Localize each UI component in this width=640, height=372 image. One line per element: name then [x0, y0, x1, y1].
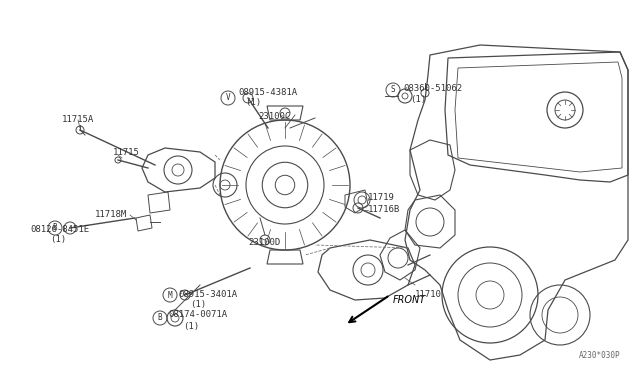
- Text: 23100C: 23100C: [258, 112, 291, 121]
- Text: 08126-8451E: 08126-8451E: [30, 225, 89, 234]
- Text: (1): (1): [190, 300, 206, 309]
- Text: B: B: [52, 224, 58, 232]
- Text: FRONT: FRONT: [393, 295, 426, 305]
- Text: 08174-0071A: 08174-0071A: [168, 310, 227, 319]
- Text: 08360-51062: 08360-51062: [403, 84, 462, 93]
- Text: (1): (1): [245, 98, 261, 107]
- Text: (1): (1): [183, 322, 199, 331]
- Text: 11719: 11719: [368, 193, 395, 202]
- Text: 11716B: 11716B: [368, 205, 400, 214]
- Text: B: B: [157, 314, 163, 323]
- Text: 11710: 11710: [415, 290, 442, 299]
- Text: 23100D: 23100D: [248, 238, 280, 247]
- Text: 11715: 11715: [113, 148, 140, 157]
- Text: 11715A: 11715A: [62, 115, 94, 124]
- Text: 11718M: 11718M: [95, 210, 127, 219]
- Text: M: M: [168, 291, 172, 299]
- Text: A230*030P: A230*030P: [579, 351, 620, 360]
- Text: 08915-4381A: 08915-4381A: [238, 88, 297, 97]
- Text: (1): (1): [410, 95, 426, 104]
- Text: V: V: [226, 93, 230, 103]
- Text: (1): (1): [50, 235, 66, 244]
- Text: S: S: [390, 86, 396, 94]
- Text: 08915-3401A: 08915-3401A: [178, 290, 237, 299]
